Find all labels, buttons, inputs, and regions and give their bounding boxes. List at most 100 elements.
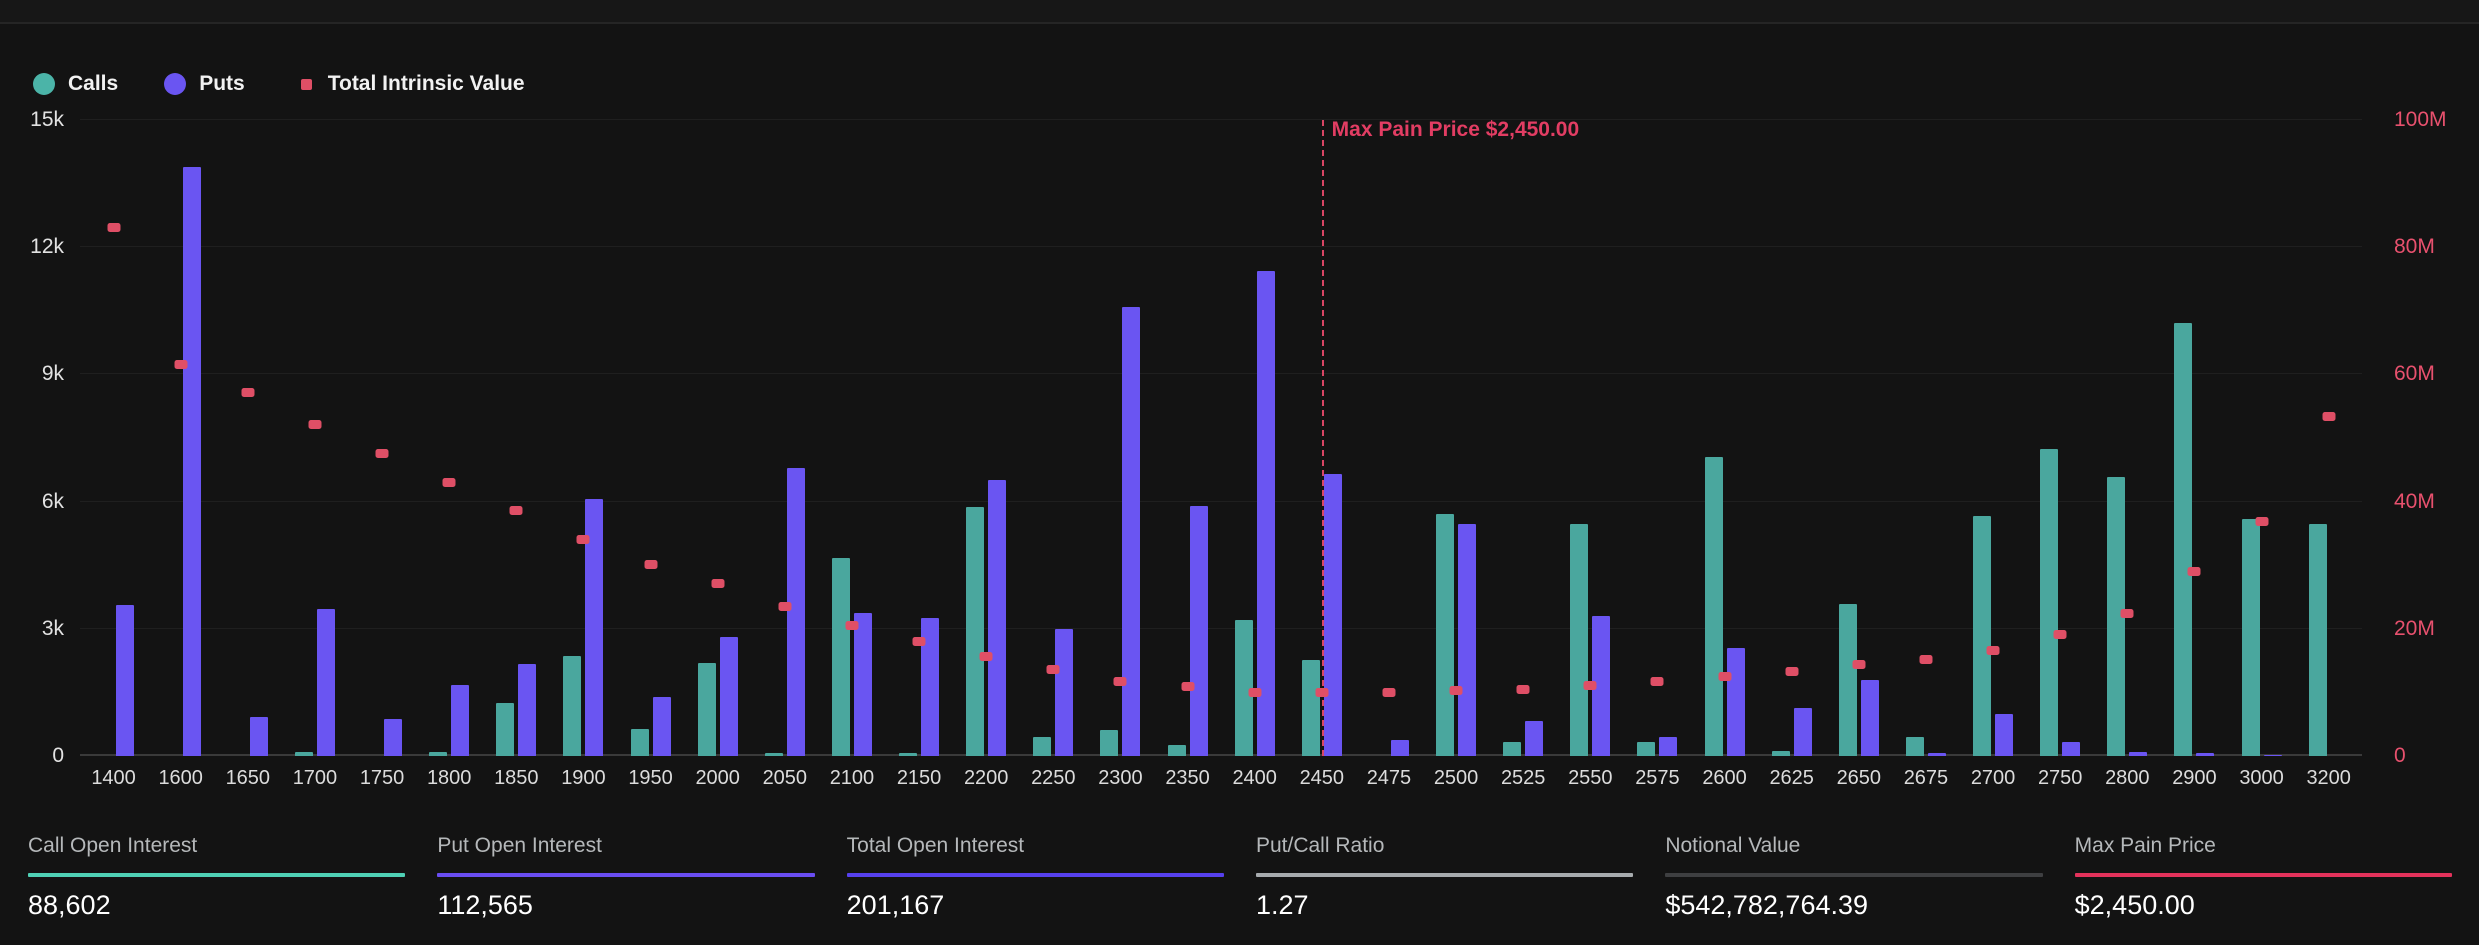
total-intrinsic-value-dot-2000[interactable] bbox=[711, 579, 725, 589]
puts-bar-3000[interactable] bbox=[2263, 754, 2282, 756]
total-intrinsic-value-dot-2200[interactable] bbox=[979, 651, 993, 661]
calls-bar-2550[interactable] bbox=[1570, 523, 1589, 756]
total-intrinsic-value-dot-2600[interactable] bbox=[1718, 672, 1732, 682]
puts-bar-1950[interactable] bbox=[652, 696, 671, 756]
total-intrinsic-value-dot-1400[interactable] bbox=[107, 223, 121, 233]
calls-bar-1800[interactable] bbox=[429, 751, 448, 756]
total-intrinsic-value-dot-1950[interactable] bbox=[644, 560, 658, 570]
calls-bar-2250[interactable] bbox=[1033, 736, 1052, 756]
puts-bar-2525[interactable] bbox=[1525, 721, 1544, 756]
total-intrinsic-value-dot-2500[interactable] bbox=[1449, 686, 1463, 696]
total-intrinsic-value-dot-2750[interactable] bbox=[2053, 630, 2067, 640]
stat-underline bbox=[2074, 873, 2452, 877]
total-intrinsic-value-dot-2700[interactable] bbox=[1986, 646, 2000, 656]
puts-bar-2475[interactable] bbox=[1390, 740, 1409, 756]
calls-bar-2000[interactable] bbox=[697, 662, 716, 756]
total-intrinsic-value-dot-1600[interactable] bbox=[174, 359, 188, 369]
calls-bar-2575[interactable] bbox=[1637, 742, 1656, 756]
puts-bar-1750[interactable] bbox=[384, 719, 403, 756]
total-intrinsic-value-dot-2475[interactable] bbox=[1382, 688, 1396, 698]
calls-bar-2525[interactable] bbox=[1503, 742, 1522, 756]
legend-item-calls[interactable]: Calls bbox=[33, 72, 118, 96]
total-intrinsic-value-dot-2300[interactable] bbox=[1113, 676, 1127, 686]
puts-bar-2050[interactable] bbox=[786, 467, 805, 756]
total-intrinsic-value-dot-2525[interactable] bbox=[1516, 684, 1530, 694]
calls-bar-2150[interactable] bbox=[899, 753, 918, 756]
puts-bar-2900[interactable] bbox=[2196, 752, 2215, 756]
puts-bar-2250[interactable] bbox=[1055, 628, 1074, 756]
calls-bar-1700[interactable] bbox=[294, 752, 313, 756]
total-intrinsic-value-dot-2050[interactable] bbox=[778, 601, 792, 611]
puts-bar-2000[interactable] bbox=[719, 637, 738, 756]
total-intrinsic-value-dot-1750[interactable] bbox=[375, 448, 389, 458]
puts-bar-2550[interactable] bbox=[1592, 616, 1611, 756]
puts-bar-1800[interactable] bbox=[451, 685, 470, 756]
total-intrinsic-value-dot-2900[interactable] bbox=[2187, 566, 2201, 576]
calls-bar-2100[interactable] bbox=[831, 558, 850, 756]
calls-bar-2200[interactable] bbox=[966, 507, 985, 756]
total-intrinsic-value-dot-2100[interactable] bbox=[845, 620, 859, 630]
total-intrinsic-value-dot-1900[interactable] bbox=[576, 534, 590, 544]
puts-bar-1900[interactable] bbox=[585, 499, 604, 756]
total-intrinsic-value-dot-1700[interactable] bbox=[308, 420, 322, 430]
puts-bar-1400[interactable] bbox=[115, 605, 134, 756]
puts-bar-1850[interactable] bbox=[518, 663, 537, 756]
calls-bar-2900[interactable] bbox=[2174, 322, 2193, 756]
total-intrinsic-value-dot-2550[interactable] bbox=[1583, 681, 1597, 691]
puts-bar-2300[interactable] bbox=[1122, 306, 1141, 756]
puts-bar-2575[interactable] bbox=[1659, 736, 1678, 756]
total-intrinsic-value-dot-2800[interactable] bbox=[2120, 608, 2134, 618]
total-intrinsic-value-dot-1850[interactable] bbox=[509, 506, 523, 516]
puts-bar-2450[interactable] bbox=[1323, 474, 1342, 756]
calls-bar-2650[interactable] bbox=[1838, 604, 1857, 756]
calls-bar-2400[interactable] bbox=[1234, 620, 1253, 756]
calls-bar-2600[interactable] bbox=[1704, 457, 1723, 756]
total-intrinsic-value-dot-2250[interactable] bbox=[1046, 664, 1060, 674]
total-intrinsic-value-dot-2450[interactable] bbox=[1315, 688, 1329, 698]
total-intrinsic-value-dot-3000[interactable] bbox=[2255, 516, 2269, 526]
calls-bar-2050[interactable] bbox=[764, 753, 783, 756]
total-intrinsic-value-dot-2575[interactable] bbox=[1650, 677, 1664, 687]
calls-bar-2750[interactable] bbox=[2040, 448, 2059, 756]
calls-bar-1900[interactable] bbox=[563, 656, 582, 756]
total-intrinsic-value-dot-1650[interactable] bbox=[241, 388, 255, 398]
calls-bar-2350[interactable] bbox=[1167, 745, 1186, 756]
puts-bar-2800[interactable] bbox=[2129, 751, 2148, 756]
puts-bar-2700[interactable] bbox=[1995, 713, 2014, 756]
calls-bar-2300[interactable] bbox=[1100, 729, 1119, 756]
puts-bar-2500[interactable] bbox=[1458, 523, 1477, 756]
puts-bar-2650[interactable] bbox=[1860, 679, 1879, 756]
total-intrinsic-value-dot-1800[interactable] bbox=[442, 477, 456, 487]
calls-bar-2450[interactable] bbox=[1301, 660, 1320, 756]
puts-bar-1600[interactable] bbox=[182, 166, 201, 756]
puts-bar-2400[interactable] bbox=[1256, 270, 1275, 756]
calls-bar-2700[interactable] bbox=[1973, 516, 1992, 756]
puts-bar-2200[interactable] bbox=[988, 480, 1007, 756]
total-intrinsic-value-dot-2150[interactable] bbox=[912, 636, 926, 646]
legend-item-puts[interactable]: Puts bbox=[164, 72, 245, 96]
puts-bar-1650[interactable] bbox=[249, 717, 268, 756]
puts-bar-2625[interactable] bbox=[1793, 707, 1812, 756]
calls-bar-1850[interactable] bbox=[496, 702, 515, 756]
legend-item-total-intrinsic-value[interactable]: Total Intrinsic Value bbox=[291, 72, 525, 96]
puts-bar-2675[interactable] bbox=[1927, 752, 1946, 756]
puts-bar-2350[interactable] bbox=[1189, 505, 1208, 756]
puts-bar-2150[interactable] bbox=[921, 618, 940, 756]
calls-bar-2500[interactable] bbox=[1436, 514, 1455, 756]
total-intrinsic-value-dot-2350[interactable] bbox=[1181, 682, 1195, 692]
total-intrinsic-value-dot-2675[interactable] bbox=[1919, 654, 1933, 664]
calls-bar-2625[interactable] bbox=[1771, 750, 1790, 756]
total-intrinsic-value-dot-2625[interactable] bbox=[1785, 667, 1799, 677]
calls-bar-1950[interactable] bbox=[630, 729, 649, 756]
total-intrinsic-value-dot-2400[interactable] bbox=[1248, 688, 1262, 698]
puts-bar-2600[interactable] bbox=[1726, 648, 1745, 756]
calls-bar-3200[interactable] bbox=[2308, 524, 2327, 756]
puts-bar-2100[interactable] bbox=[853, 613, 872, 756]
total-intrinsic-value-dot-2650[interactable] bbox=[1852, 660, 1866, 670]
calls-bar-2675[interactable] bbox=[1905, 736, 1924, 756]
calls-bar-2800[interactable] bbox=[2107, 476, 2126, 756]
total-intrinsic-value-dot-3200[interactable] bbox=[2322, 412, 2336, 422]
puts-bar-2750[interactable] bbox=[2062, 742, 2081, 756]
calls-bar-3000[interactable] bbox=[2241, 518, 2260, 756]
puts-bar-1700[interactable] bbox=[316, 608, 335, 756]
